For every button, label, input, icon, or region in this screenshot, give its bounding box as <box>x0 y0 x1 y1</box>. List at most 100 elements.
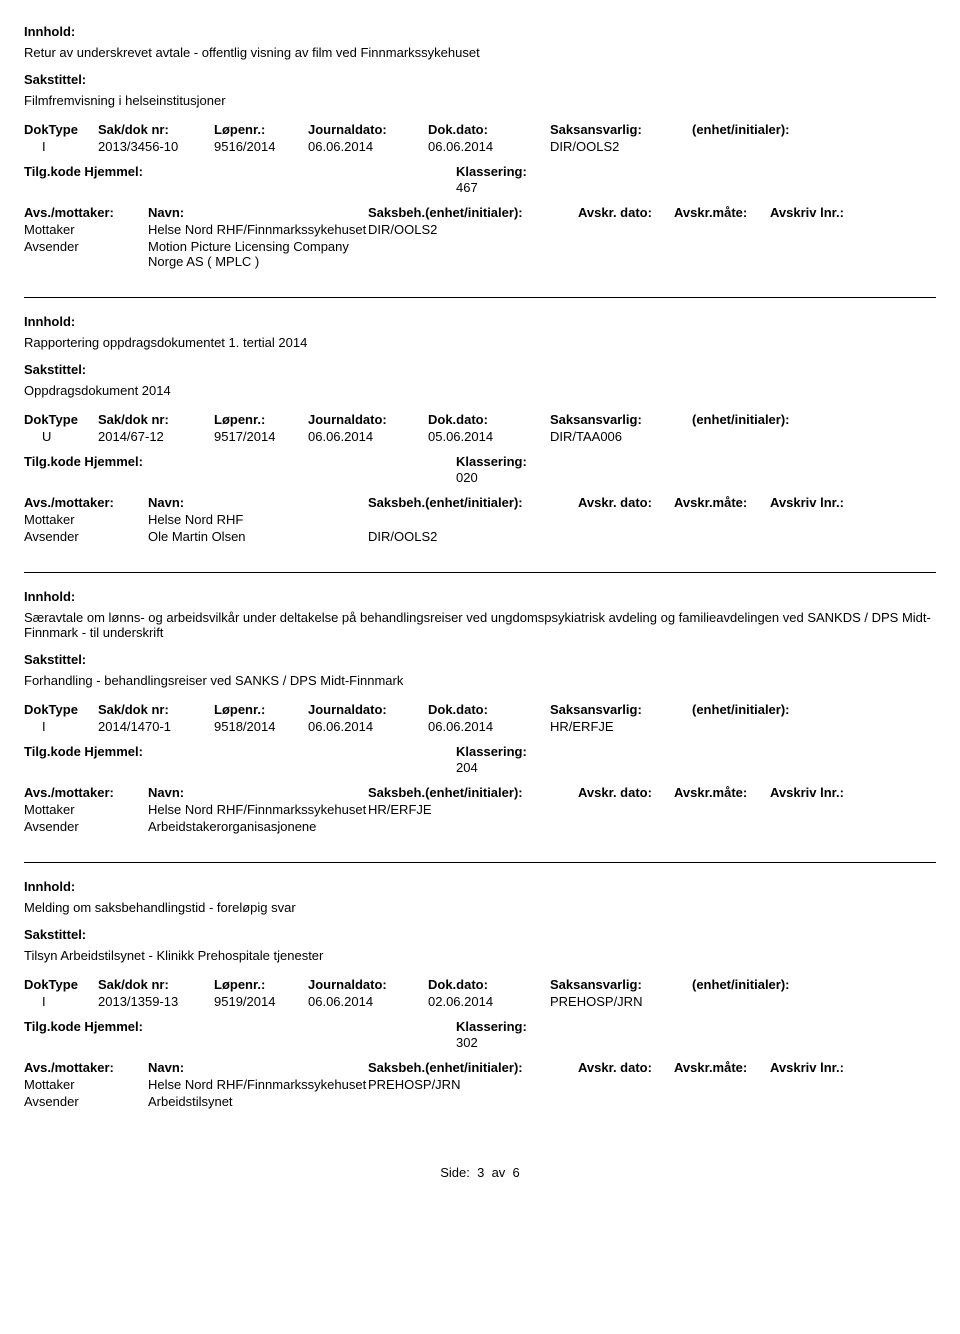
hdr-avskriv-lnr: Avskriv lnr.: <box>770 495 936 510</box>
klassering-label: Klassering: <box>456 164 936 179</box>
hdr-navn: Navn: <box>148 205 368 220</box>
hdr-avskr-dato: Avskr. dato: <box>578 785 674 800</box>
mottaker-label: Mottaker <box>24 802 148 817</box>
hdr-enhet-initialer: (enhet/initialer): <box>692 412 936 427</box>
klassering-value-row: 204 <box>24 760 936 775</box>
hdr-lopenr: Løpenr.: <box>214 702 308 717</box>
hdr-lopenr: Løpenr.: <box>214 122 308 137</box>
val-journaldato: 06.06.2014 <box>308 994 428 1009</box>
hdr-saksansvarlig: Saksansvarlig: <box>550 702 692 717</box>
meta-value-row: I 2013/3456-10 9516/2014 06.06.2014 06.0… <box>24 139 936 154</box>
mottaker-row: Mottaker Helse Nord RHF/Finnmarkssykehus… <box>24 802 936 817</box>
sakstittel-label: Sakstittel: <box>24 927 936 942</box>
val-doktype: I <box>24 994 98 1009</box>
avs-mottaker-header: Avs./mottaker: Navn: Saksbeh.(enhet/init… <box>24 495 936 510</box>
tilgkode-hjemmel-value <box>24 470 456 485</box>
klassering-value-row: 020 <box>24 470 936 485</box>
hdr-saksbeh: Saksbeh.(enhet/initialer): <box>368 205 578 220</box>
val-dokdato: 05.06.2014 <box>428 429 550 444</box>
val-journaldato: 06.06.2014 <box>308 139 428 154</box>
hdr-saksansvarlig: Saksansvarlig: <box>550 122 692 137</box>
hdr-sakdoknr: Sak/dok nr: <box>98 412 214 427</box>
val-doktype: I <box>24 139 98 154</box>
klassering-header-row: Tilg.kode Hjemmel: Klassering: <box>24 454 936 469</box>
hdr-sakdoknr: Sak/dok nr: <box>98 122 214 137</box>
val-enhet-initialer <box>692 139 936 154</box>
tilgkode-hjemmel-value <box>24 180 456 195</box>
avs-mottaker-header: Avs./mottaker: Navn: Saksbeh.(enhet/init… <box>24 1060 936 1075</box>
sakstittel-text: Forhandling - behandlingsreiser ved SANK… <box>24 673 936 688</box>
meta-header-row: DokType Sak/dok nr: Løpenr.: Journaldato… <box>24 412 936 427</box>
val-enhet-initialer <box>692 719 936 734</box>
journal-record: Innhold: Rapportering oppdragsdokumentet… <box>24 298 936 573</box>
avsender-row: Avsender Motion Picture Licensing Compan… <box>24 239 936 269</box>
footer-side-label: Side: <box>440 1165 470 1180</box>
klassering-value: 302 <box>456 1035 936 1050</box>
hdr-saksbeh: Saksbeh.(enhet/initialer): <box>368 1060 578 1075</box>
meta-header-row: DokType Sak/dok nr: Løpenr.: Journaldato… <box>24 122 936 137</box>
hdr-journaldato: Journaldato: <box>308 977 428 992</box>
meta-header-row: DokType Sak/dok nr: Løpenr.: Journaldato… <box>24 977 936 992</box>
val-journaldato: 06.06.2014 <box>308 719 428 734</box>
meta-value-row: I 2013/1359-13 9519/2014 06.06.2014 02.0… <box>24 994 936 1009</box>
val-journaldato: 06.06.2014 <box>308 429 428 444</box>
val-sakdoknr: 2013/3456-10 <box>98 139 214 154</box>
val-saksansvarlig: DIR/TAA006 <box>550 429 692 444</box>
hdr-avs-mottaker: Avs./mottaker: <box>24 785 148 800</box>
innhold-label: Innhold: <box>24 24 936 39</box>
tilgkode-hjemmel-value <box>24 760 456 775</box>
mottaker-row: Mottaker Helse Nord RHF/Finnmarkssykehus… <box>24 222 936 237</box>
tilgkode-hjemmel-value <box>24 1035 456 1050</box>
hdr-avskriv-lnr: Avskriv lnr.: <box>770 1060 936 1075</box>
avsender-saksbeh <box>368 1094 936 1109</box>
hdr-lopenr: Løpenr.: <box>214 977 308 992</box>
hdr-saksansvarlig: Saksansvarlig: <box>550 977 692 992</box>
hdr-avskriv-lnr: Avskriv lnr.: <box>770 785 936 800</box>
mottaker-saksbeh <box>368 512 936 527</box>
mottaker-navn: Helse Nord RHF/Finnmarkssykehuset <box>148 1077 368 1092</box>
val-lopenr: 9519/2014 <box>214 994 308 1009</box>
avsender-label: Avsender <box>24 1094 148 1109</box>
klassering-label: Klassering: <box>456 1019 936 1034</box>
val-lopenr: 9516/2014 <box>214 139 308 154</box>
avsender-navn: Ole Martin Olsen <box>148 529 368 544</box>
meta-value-row: U 2014/67-12 9517/2014 06.06.2014 05.06.… <box>24 429 936 444</box>
klassering-value: 467 <box>456 180 936 195</box>
avsender-saksbeh: DIR/OOLS2 <box>368 529 936 544</box>
hdr-avskriv-lnr: Avskriv lnr.: <box>770 205 936 220</box>
hdr-avs-mottaker: Avs./mottaker: <box>24 205 148 220</box>
mottaker-row: Mottaker Helse Nord RHF <box>24 512 936 527</box>
hdr-navn: Navn: <box>148 785 368 800</box>
sakstittel-text: Oppdragsdokument 2014 <box>24 383 936 398</box>
tilgkode-hjemmel-label: Tilg.kode Hjemmel: <box>24 164 456 179</box>
hdr-journaldato: Journaldato: <box>308 702 428 717</box>
journal-record: Innhold: Retur av underskrevet avtale - … <box>24 8 936 298</box>
avsender-navn: Arbeidstilsynet <box>148 1094 368 1109</box>
hdr-enhet-initialer: (enhet/initialer): <box>692 977 936 992</box>
mottaker-saksbeh: HR/ERFJE <box>368 802 936 817</box>
val-doktype: U <box>24 429 98 444</box>
hdr-dokdato: Dok.dato: <box>428 702 550 717</box>
val-dokdato: 06.06.2014 <box>428 719 550 734</box>
hdr-avskr-dato: Avskr. dato: <box>578 495 674 510</box>
val-lopenr: 9518/2014 <box>214 719 308 734</box>
hdr-dokdato: Dok.dato: <box>428 412 550 427</box>
klassering-label: Klassering: <box>456 454 936 469</box>
klassering-value-row: 302 <box>24 1035 936 1050</box>
hdr-sakdoknr: Sak/dok nr: <box>98 702 214 717</box>
hdr-avskr-dato: Avskr. dato: <box>578 1060 674 1075</box>
hdr-lopenr: Løpenr.: <box>214 412 308 427</box>
klassering-header-row: Tilg.kode Hjemmel: Klassering: <box>24 744 936 759</box>
sakstittel-text: Filmfremvisning i helseinstitusjoner <box>24 93 936 108</box>
hdr-enhet-initialer: (enhet/initialer): <box>692 702 936 717</box>
tilgkode-hjemmel-label: Tilg.kode Hjemmel: <box>24 454 456 469</box>
avsender-saksbeh <box>368 239 936 269</box>
val-lopenr: 9517/2014 <box>214 429 308 444</box>
hdr-avs-mottaker: Avs./mottaker: <box>24 1060 148 1075</box>
hdr-saksbeh: Saksbeh.(enhet/initialer): <box>368 785 578 800</box>
hdr-enhet-initialer: (enhet/initialer): <box>692 122 936 137</box>
hdr-doktype: DokType <box>24 977 98 992</box>
mottaker-navn: Helse Nord RHF/Finnmarkssykehuset <box>148 802 368 817</box>
val-sakdoknr: 2014/1470-1 <box>98 719 214 734</box>
hdr-dokdato: Dok.dato: <box>428 122 550 137</box>
